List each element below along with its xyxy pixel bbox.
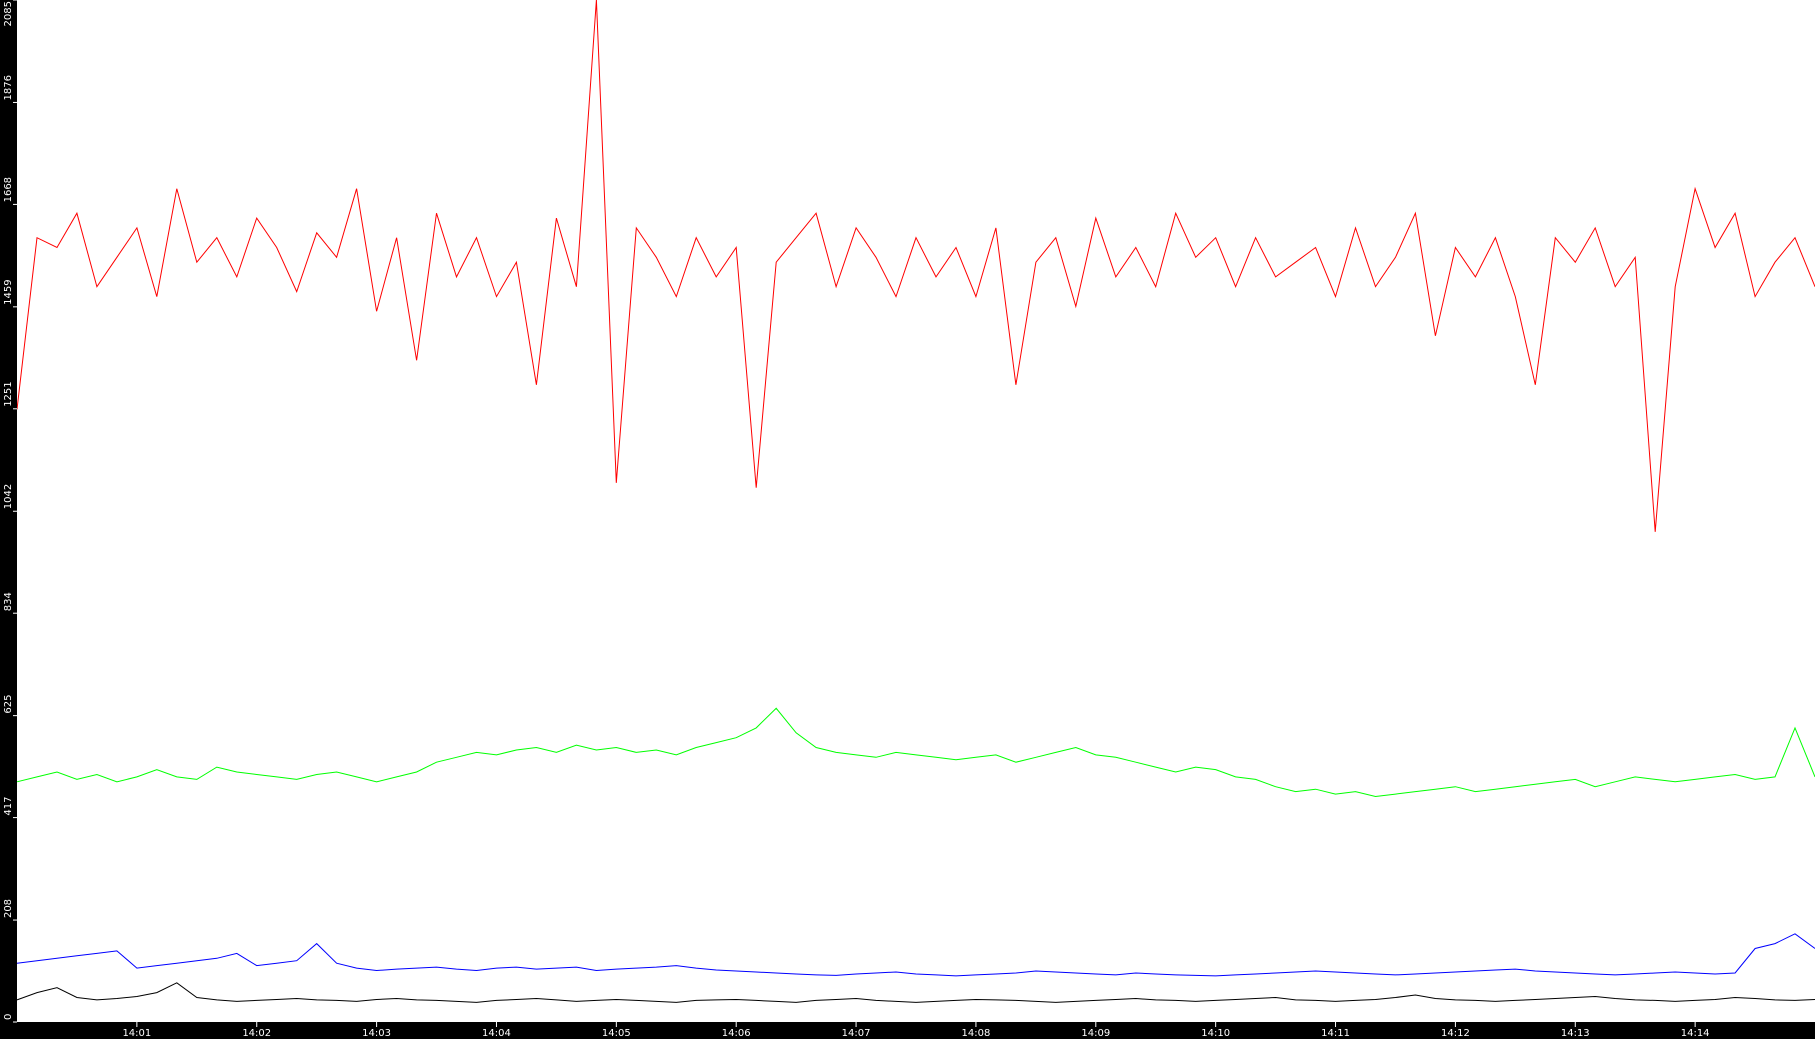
y-tick-label: 1668 bbox=[3, 177, 14, 202]
y-tick-label: 1876 bbox=[3, 75, 14, 100]
x-tick-label: 14:13 bbox=[1561, 1028, 1590, 1039]
x-tick-label: 14:11 bbox=[1321, 1028, 1350, 1039]
x-tick-label: 14:04 bbox=[482, 1028, 511, 1039]
y-tick-label: 1042 bbox=[3, 484, 14, 509]
x-tick-label: 14:08 bbox=[962, 1028, 991, 1039]
series-line-3 bbox=[16, 982, 1815, 1003]
x-axis-bar bbox=[0, 1022, 1815, 1039]
x-tick-label: 14:10 bbox=[1201, 1028, 1230, 1039]
x-tick-label: 14:09 bbox=[1081, 1028, 1110, 1039]
x-axis: 14:01 14:02 14:03 14:04 14:05 14:06 14:07 14:08… bbox=[122, 1022, 1710, 1039]
x-tick-label: 14:02 bbox=[242, 1028, 271, 1039]
y-tick-label: 2085 bbox=[3, 1, 14, 26]
x-tick-label: 14:03 bbox=[362, 1028, 391, 1039]
series-line-2 bbox=[16, 933, 1815, 977]
series-line-0 bbox=[16, 0, 1815, 532]
y-tick-label: 834 bbox=[3, 592, 14, 611]
series-layer bbox=[16, 0, 1815, 1003]
y-tick-label: 625 bbox=[3, 695, 14, 714]
x-tick-label: 14:06 bbox=[722, 1028, 751, 1039]
x-tick-label: 14:12 bbox=[1441, 1028, 1470, 1039]
y-tick-label: 417 bbox=[3, 797, 14, 816]
x-tick-label: 14:05 bbox=[602, 1028, 631, 1039]
y-tick-label: 1459 bbox=[3, 279, 14, 304]
plot-area bbox=[17, 0, 1815, 1022]
y-axis-bar bbox=[0, 0, 17, 1039]
y-tick-label: 208 bbox=[3, 899, 14, 918]
y-tick-label: 1251 bbox=[3, 381, 14, 406]
series-line-1 bbox=[16, 707, 1815, 798]
y-tick-label: 0 bbox=[3, 1014, 14, 1020]
x-tick-label: 14:14 bbox=[1681, 1028, 1710, 1039]
y-axis: 0 208 417 625 834 1042 1251 1459 1668 1876 2085 bbox=[3, 0, 17, 1023]
x-tick-label: 14:07 bbox=[842, 1028, 871, 1039]
x-tick-label: 14:01 bbox=[122, 1028, 151, 1039]
